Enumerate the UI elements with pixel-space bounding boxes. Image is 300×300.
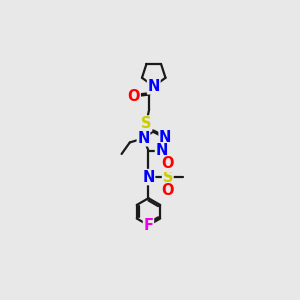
Text: O: O [161,156,174,171]
Text: F: F [143,218,154,233]
Text: N: N [155,143,168,158]
Text: O: O [128,89,140,104]
Text: S: S [163,169,173,184]
Text: S: S [141,116,152,131]
Text: N: N [148,79,160,94]
Text: N: N [159,130,172,146]
Text: O: O [161,183,174,198]
Text: N: N [137,131,150,146]
Text: N: N [142,169,155,184]
